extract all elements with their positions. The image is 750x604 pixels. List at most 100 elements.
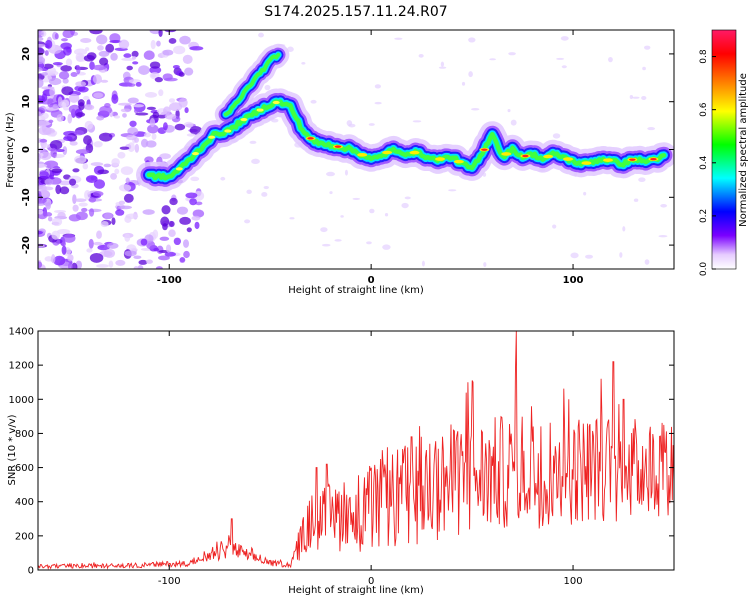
noise-blob: [622, 226, 626, 232]
noise-blob: [184, 67, 194, 76]
noise-blob: [62, 146, 68, 155]
noise-blob: [51, 254, 56, 264]
noise-blob: [83, 54, 95, 62]
noise-blob: [62, 78, 69, 84]
noise-blob: [384, 213, 389, 217]
noise-blob: [85, 47, 90, 52]
snr-series: [38, 331, 674, 570]
noise-blob: [61, 38, 68, 42]
noise-blob: [169, 197, 178, 206]
noise-blob: [326, 171, 335, 177]
noise-blob: [69, 141, 78, 146]
noise-blob: [48, 119, 54, 124]
noise-blob: [412, 120, 422, 123]
noise-blob: [258, 32, 264, 38]
noise-blob: [189, 198, 197, 206]
noise-blob: [401, 202, 409, 209]
noise-blob: [124, 215, 132, 223]
y-tick-label: 1400: [9, 327, 34, 338]
noise-blob: [132, 104, 145, 108]
noise-blob: [38, 56, 46, 65]
noise-blob: [55, 148, 65, 153]
noise-blob: [161, 205, 171, 215]
noise-blob: [73, 48, 88, 56]
noise-blob: [246, 189, 252, 195]
noise-blob: [99, 105, 112, 115]
noise-blob: [65, 58, 73, 67]
colorbar-gradient: [711, 29, 737, 270]
noise-blob: [421, 260, 425, 267]
noise-blob: [183, 239, 189, 248]
noise-blob: [38, 230, 43, 235]
noise-blob: [368, 123, 375, 126]
noise-blob: [151, 133, 157, 140]
noise-blob: [461, 81, 466, 86]
noise-blob: [118, 184, 132, 192]
snr-frame: [37, 330, 675, 571]
noise-blob: [126, 65, 133, 71]
noise-blob: [55, 184, 62, 195]
snr-line: [38, 331, 674, 570]
noise-blob: [96, 264, 109, 268]
noise-blob: [146, 106, 156, 111]
noise-blob: [38, 78, 44, 88]
ridge-hotspot: [191, 151, 199, 156]
colorbar-ticks: 0.0 0.2 0.4 0.6 0.8: [699, 49, 716, 276]
y-tick-label: -20: [21, 236, 32, 254]
noise-blob: [90, 162, 104, 167]
noise-blob: [144, 92, 158, 98]
noise-blob: [321, 243, 331, 247]
noise-blob: [641, 95, 647, 101]
noise-blob: [72, 194, 77, 205]
noise-blob: [74, 155, 87, 164]
colorbar-tick-label: 0.2: [699, 209, 709, 223]
noise-blob: [75, 81, 87, 87]
noise-blob: [61, 241, 66, 247]
noise-blob: [39, 138, 48, 143]
ridge-hotspot: [602, 158, 613, 162]
noise-blob: [122, 113, 127, 118]
noise-blob: [111, 217, 116, 226]
noise-blob: [158, 89, 164, 97]
noise-blob: [52, 62, 63, 66]
noise-blob: [96, 230, 102, 239]
noise-blob: [114, 168, 120, 175]
y-tick-label: 0: [21, 146, 32, 153]
noise-blob: [632, 96, 640, 99]
noise-blob: [106, 242, 119, 249]
noise-blob: [39, 170, 49, 179]
noise-blob: [97, 244, 110, 251]
noise-blob: [77, 99, 85, 107]
colorbar-label: Normalized spectral amplitude: [738, 73, 749, 227]
noise-blob: [137, 265, 144, 269]
noise-blob: [190, 176, 200, 182]
noise-blob: [173, 237, 181, 246]
spectrogram-xlabel: Height of straight line (km): [288, 285, 424, 296]
noise-blob: [44, 39, 53, 49]
noise-blob: [57, 96, 63, 106]
noise-blob: [44, 50, 49, 56]
noise-blob: [608, 57, 613, 63]
noise-blob: [264, 84, 271, 91]
noise-blob: [195, 201, 203, 206]
noise-blob: [483, 262, 487, 267]
y-tick-label: 1000: [9, 395, 34, 406]
noise-blob: [113, 115, 121, 119]
noise-blob: [158, 255, 170, 261]
noise-blob: [644, 45, 651, 50]
ridge-hotspot: [409, 150, 420, 155]
noise-blob: [178, 97, 188, 108]
noise-blob: [143, 132, 151, 138]
noise-blob: [67, 254, 74, 262]
noise-blob: [38, 152, 41, 163]
noise-blob: [164, 30, 177, 33]
noise-blob: [642, 66, 646, 71]
noise-blob: [448, 189, 457, 192]
noise-blob: [629, 94, 634, 100]
noise-blob: [38, 190, 42, 198]
noise-blob: [38, 261, 43, 269]
noise-blob: [135, 112, 149, 116]
colorbar-tick-label: 0.4: [699, 155, 709, 170]
